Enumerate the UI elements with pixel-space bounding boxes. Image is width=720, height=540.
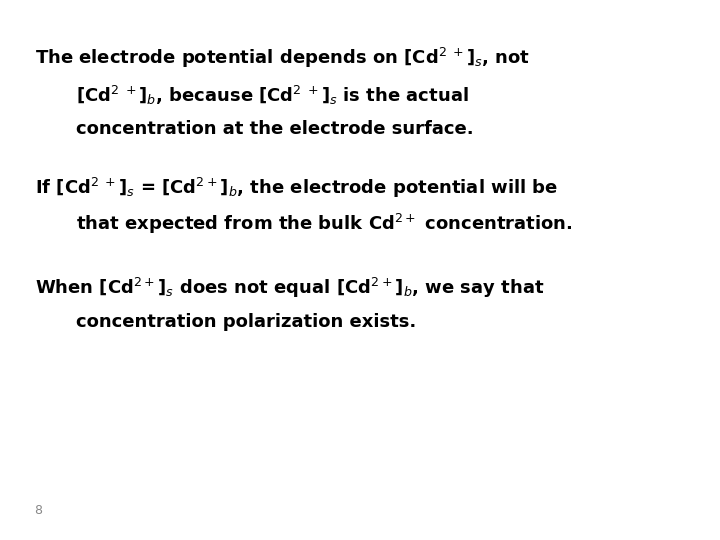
Text: 8: 8 — [35, 504, 42, 517]
Text: concentration at the electrode surface.: concentration at the electrode surface. — [76, 120, 473, 138]
Text: that expected from the bulk Cd$^{2+}$ concentration.: that expected from the bulk Cd$^{2+}$ co… — [76, 212, 572, 237]
Text: The electrode potential depends on [Cd$^{2\ +}$]$_{s}$, not: The electrode potential depends on [Cd$^… — [35, 46, 530, 70]
Text: concentration polarization exists.: concentration polarization exists. — [76, 313, 416, 331]
Text: If [Cd$^{2\ +}$]$_{s}$ = [Cd$^{2+}$]$_{b}$, the electrode potential will be: If [Cd$^{2\ +}$]$_{s}$ = [Cd$^{2+}$]$_{b… — [35, 176, 558, 200]
Text: When [Cd$^{2+}$]$_{s}$ does not equal [Cd$^{2+}$]$_{b}$, we say that: When [Cd$^{2+}$]$_{s}$ does not equal [C… — [35, 275, 544, 300]
Text: [Cd$^{2\ +}$]$_{b}$, because [Cd$^{2\ +}$]$_{s}$ is the actual: [Cd$^{2\ +}$]$_{b}$, because [Cd$^{2\ +}… — [76, 84, 469, 107]
